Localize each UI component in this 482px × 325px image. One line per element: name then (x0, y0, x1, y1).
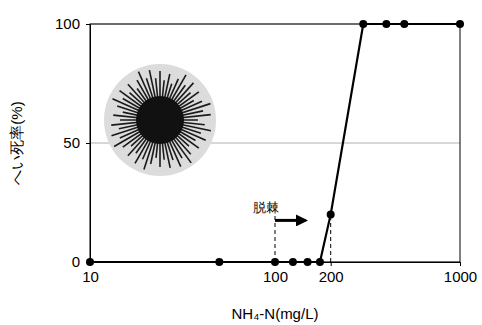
x-tick-mark (460, 262, 461, 266)
inset-photo (104, 64, 216, 176)
y-axis-title: へい死率(%) (8, 101, 25, 184)
x-tick: 1000 (444, 262, 477, 285)
x-tick-label: 1000 (444, 268, 477, 285)
annotation: 脱棘 (253, 200, 279, 215)
y-tick: 50 (63, 134, 90, 151)
x-tick-mark (331, 262, 332, 266)
line (90, 24, 460, 262)
marker (327, 210, 335, 218)
grid (90, 24, 460, 262)
urchin-body (136, 96, 184, 144)
drop-line (330, 214, 331, 262)
photo-background (104, 64, 216, 176)
y-tick: 0 (72, 253, 90, 270)
y-tick: 100 (55, 15, 90, 32)
x-tick-label: 200 (319, 268, 344, 285)
x-axis: 10 100 200 1000 (82, 262, 477, 285)
plot-frame (90, 24, 460, 262)
x-tick: 200 (319, 262, 344, 285)
y-tick-label: 100 (55, 15, 80, 32)
series (86, 20, 464, 266)
x-tick: 100 (263, 262, 288, 285)
x-tick-mark (275, 262, 276, 266)
x-axis-title: NH₄-N(mg/L) (232, 305, 319, 322)
x-tick: 10 (82, 262, 99, 285)
annotation-arrow (275, 219, 306, 222)
x-tick-label: 100 (263, 268, 288, 285)
y-axis: 0 50 100 (55, 15, 91, 270)
y-tick-label: 50 (63, 134, 80, 151)
chart: 10 100 200 1000 0 50 100 脱棘 NH₄-N(mg/L) へい死率(%) (0, 0, 482, 325)
y-tick-label: 0 (72, 253, 80, 270)
y-tick-mark (86, 262, 90, 263)
y-axis-line (86, 25, 91, 263)
y-tick-mark (86, 143, 90, 144)
y-tick-mark (86, 24, 90, 25)
plot: 10 100 200 1000 0 50 100 脱棘 (55, 15, 477, 284)
x-tick-label: 10 (82, 268, 99, 285)
x-axis-line (91, 263, 461, 267)
